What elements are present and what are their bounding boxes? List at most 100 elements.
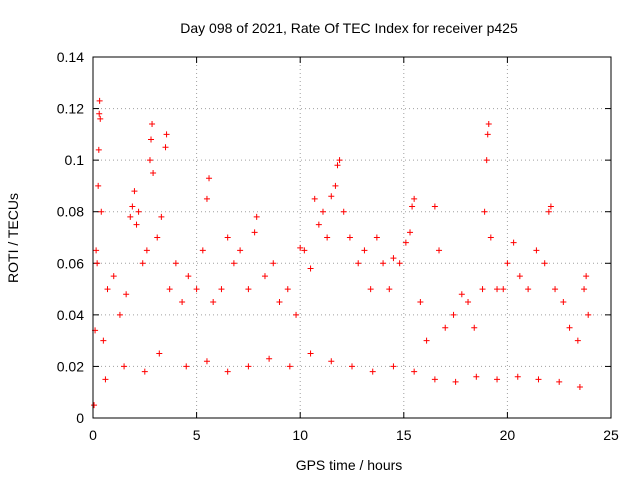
- data-point: [396, 260, 403, 267]
- data-point: [133, 221, 140, 228]
- data-point: [156, 350, 163, 357]
- data-point: [172, 260, 179, 267]
- data-point: [367, 286, 374, 293]
- data-point: [431, 376, 438, 383]
- data-point: [349, 363, 355, 370]
- data-point: [311, 195, 318, 202]
- data-point: [436, 247, 443, 254]
- plot-area: [91, 97, 592, 409]
- data-point: [154, 234, 161, 241]
- data-point: [179, 298, 186, 305]
- plot-frame: [92, 56, 612, 419]
- data-point: [143, 247, 150, 254]
- data-point: [91, 402, 98, 409]
- data-point: [525, 286, 532, 293]
- data-point: [380, 260, 387, 267]
- data-point: [324, 234, 331, 241]
- data-point: [547, 203, 554, 210]
- data-point: [541, 260, 548, 267]
- data-point: [407, 229, 414, 236]
- data-point: [123, 291, 130, 298]
- data-point: [139, 260, 146, 267]
- grid: [93, 57, 611, 418]
- data-point: [97, 115, 104, 122]
- data-point: [402, 239, 409, 246]
- data-point: [533, 247, 540, 254]
- x-tick-label: 0: [89, 427, 97, 443]
- data-point: [473, 373, 480, 380]
- data-point: [471, 324, 478, 331]
- data-point: [129, 203, 136, 210]
- data-point: [237, 247, 244, 254]
- data-point: [390, 363, 397, 370]
- data-point: [484, 131, 491, 138]
- y-tick-label: 0.02: [57, 358, 84, 374]
- data-point: [141, 368, 148, 375]
- y-tick-label: 0.08: [57, 204, 84, 220]
- data-point: [96, 97, 103, 104]
- data-point: [390, 255, 397, 262]
- data-point: [355, 260, 362, 267]
- data-point: [199, 247, 206, 254]
- y-tick-label: 0.04: [57, 307, 84, 323]
- data-point: [203, 195, 210, 202]
- data-point: [230, 260, 237, 267]
- data-point: [224, 368, 231, 375]
- data-point: [576, 384, 583, 391]
- data-point: [185, 273, 192, 280]
- data-point: [100, 337, 107, 344]
- data-point: [574, 337, 581, 344]
- y-tick-label: 0.1: [65, 152, 85, 168]
- data-point: [336, 157, 343, 164]
- data-point: [319, 208, 326, 215]
- data-point: [332, 182, 339, 189]
- data-point: [545, 208, 552, 215]
- data-point: [481, 208, 488, 215]
- data-point: [373, 234, 380, 241]
- data-point: [458, 291, 465, 298]
- data-point: [162, 144, 169, 151]
- data-point: [261, 273, 268, 280]
- data-point: [340, 208, 347, 215]
- data-point: [166, 286, 173, 293]
- x-tick-label: 20: [500, 427, 516, 443]
- data-point: [411, 195, 418, 202]
- data-point: [328, 193, 335, 200]
- data-point: [203, 358, 210, 365]
- data-point: [150, 170, 157, 177]
- data-point: [479, 286, 486, 293]
- data-point: [494, 286, 501, 293]
- data-point: [485, 121, 492, 128]
- data-point: [104, 286, 111, 293]
- data-point: [102, 376, 109, 383]
- data-point: [516, 273, 523, 280]
- data-point: [494, 376, 501, 383]
- data-point: [369, 368, 376, 375]
- data-point: [556, 378, 563, 385]
- data-point: [94, 260, 101, 267]
- data-point: [96, 110, 103, 117]
- data-point: [98, 208, 105, 215]
- data-point: [307, 265, 314, 272]
- data-point: [328, 358, 335, 365]
- chart-title: Day 098 of 2021, Rate Of TEC Index for r…: [180, 20, 518, 36]
- data-point: [411, 368, 418, 375]
- x-tick-label: 15: [396, 427, 412, 443]
- data-point: [504, 260, 511, 267]
- data-point: [500, 286, 507, 293]
- x-tick-label: 5: [193, 427, 201, 443]
- data-point: [146, 157, 153, 164]
- data-point: [210, 298, 217, 305]
- data-point: [450, 311, 457, 318]
- data-point: [409, 203, 416, 210]
- data-point: [193, 286, 200, 293]
- data-point: [560, 298, 567, 305]
- y-tick-label: 0.06: [57, 255, 84, 271]
- data-point: [276, 298, 283, 305]
- y-axis-label: ROTI / TECUs: [5, 193, 21, 283]
- data-point: [149, 121, 156, 128]
- axis-ticks: 0 5 10 15 20 25 0 0.02 0.04 0.06 0.08 0.1 0.12 0.14: [57, 49, 619, 443]
- data-point: [218, 286, 225, 293]
- data-point: [286, 363, 293, 370]
